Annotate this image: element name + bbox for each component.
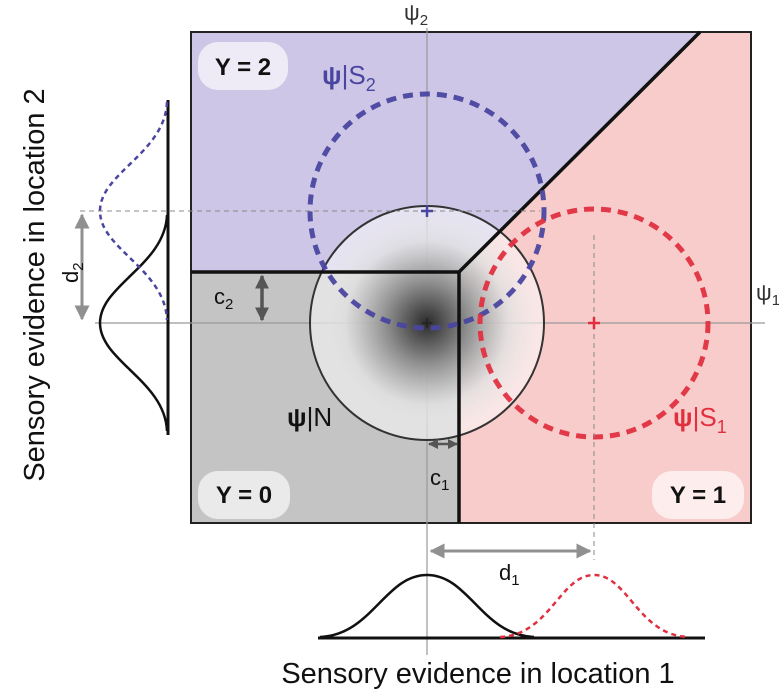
left-noise-curve (98, 214, 169, 432)
signal2-label: ψ|S2 (322, 60, 376, 95)
bottom-signal1-curve (499, 573, 689, 639)
c1-label: c1 (430, 465, 449, 494)
noise-mean-marker (422, 318, 432, 328)
plot-frame (190, 31, 752, 524)
y1-region-label: Y = 1 (670, 482, 726, 509)
psi2-axis-label: ψ2 (404, 0, 428, 29)
signal2-mean-marker (421, 205, 433, 217)
d2-label: d2 (58, 262, 87, 283)
region-y2 (191, 32, 700, 272)
d1-label: d1 (499, 560, 520, 589)
bottom-noise-curve (319, 573, 535, 639)
c2-label: c2 (214, 284, 233, 313)
y2-label-pill (198, 42, 288, 90)
noise-label: ψ|N (287, 402, 332, 432)
signal1-label: ψ|S1 (673, 402, 727, 437)
signal1-mean-marker (588, 317, 600, 329)
y1-label-pill (652, 471, 744, 519)
x-axis-title: Sensory evidence in location 1 (281, 658, 674, 689)
y-axis-title: Sensory evidence in location 2 (19, 88, 51, 481)
region-y1 (459, 32, 751, 523)
y2-region-label: Y = 2 (215, 54, 271, 81)
y0-label-pill (198, 471, 290, 519)
left-signal2-curve (98, 101, 169, 321)
y0-region-label: Y = 0 (216, 482, 272, 509)
psi1-axis-label: ψ1 (756, 280, 779, 309)
signal2-distribution-circle (307, 91, 547, 331)
